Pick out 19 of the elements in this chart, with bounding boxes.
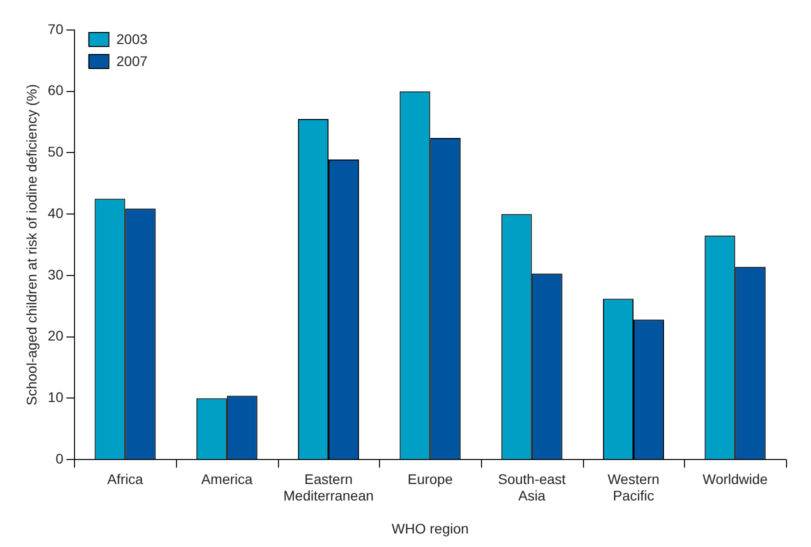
y-tick-label: 0 (56, 450, 64, 466)
x-axis-title: WHO region (392, 520, 469, 536)
x-tick-label: Europe (408, 470, 453, 487)
y-tick-label: 40 (48, 204, 64, 221)
x-tick-label: South-east Asia (498, 470, 566, 504)
y-axis-title: School-aged children at risk of iodine deficiency (%) (23, 84, 40, 406)
x-tick-label: Africa (107, 470, 144, 487)
x-tick-label: Worldwide (702, 470, 768, 487)
legend-label: 2007 (116, 52, 148, 69)
y-tick-label: 50 (48, 144, 64, 160)
y-tick-label: 70 (48, 20, 64, 37)
y-tick-label: 20 (48, 328, 64, 344)
y-tick-label: 10 (48, 389, 64, 406)
y-tick-label: 30 (48, 266, 64, 282)
x-tick-label: Western Pacific (608, 470, 660, 504)
x-tick-label: Eastern Mediterranean (283, 470, 374, 504)
legend-label: 2003 (116, 30, 148, 47)
x-tick-label: America (201, 470, 253, 487)
y-tick-label: 60 (48, 82, 64, 98)
